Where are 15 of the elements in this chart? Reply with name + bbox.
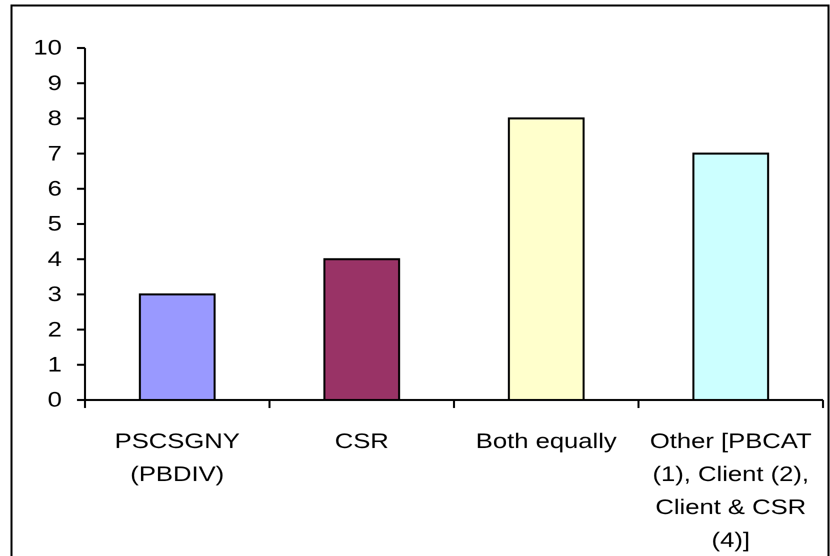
y-tick-label: 2 — [48, 317, 62, 341]
x-tick-label: CSR — [334, 429, 389, 452]
y-tick-label: 5 — [48, 212, 62, 236]
x-tick-label: PSCSGNY (PBDIV) — [114, 429, 240, 486]
y-tick-label: 8 — [48, 106, 62, 130]
y-tick-label: 3 — [48, 282, 62, 306]
y-tick-label: 0 — [48, 388, 62, 412]
x-tick-label: Both equally — [476, 429, 618, 452]
y-tick-label: 4 — [48, 247, 62, 270]
y-tick-label: 1 — [48, 352, 62, 376]
x-tick-label: Other [PBCAT (1), Client (2), Client & CSR (4)] — [650, 429, 812, 552]
y-tick-label: 10 — [33, 36, 62, 60]
y-tick-label: 9 — [48, 71, 62, 94]
y-tick-label: 6 — [48, 176, 62, 200]
y-tick-label: 7 — [48, 141, 62, 165]
